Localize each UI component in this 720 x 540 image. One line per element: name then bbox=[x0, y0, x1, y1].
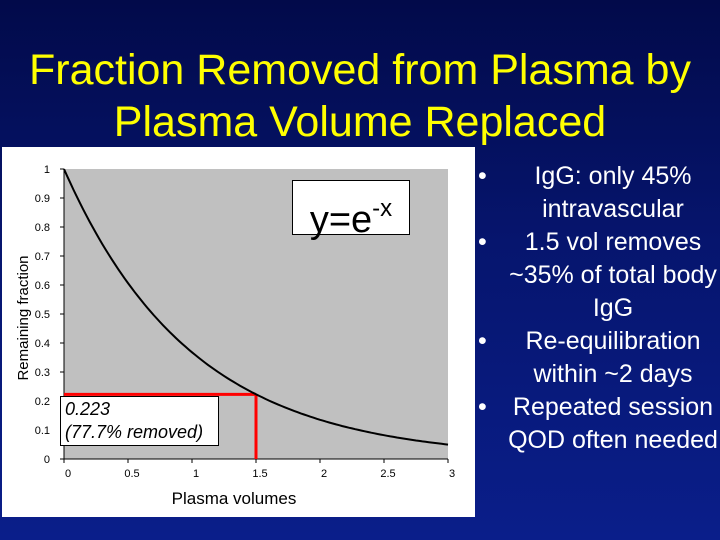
x-tick-label: 2 bbox=[321, 468, 327, 480]
title-line-2: Plasma Volume Replaced bbox=[113, 98, 607, 146]
x-tick-label: 1 bbox=[193, 468, 199, 480]
bullet-item: Re-equilibration within ~2 days bbox=[478, 325, 718, 391]
chart-panel: 0 0.1 0.2 0.3 0.4 0.5 0.6 0.7 0.8 0.9 1 0 0.5 1 1.5 2 2.… bbox=[2, 147, 475, 517]
slide-title: Fraction Removed from Plasma by Plasma V… bbox=[0, 44, 720, 148]
bullet-item: 1.5 vol removes ~35% of total body IgG bbox=[478, 226, 718, 325]
x-tick-label: 2.5 bbox=[380, 468, 395, 480]
x-axis-label: Plasma volumes bbox=[172, 489, 297, 508]
equation-exponent: -x bbox=[372, 195, 393, 222]
x-tick-label: 3 bbox=[449, 468, 455, 480]
annotation-box: 0.223 (77.7% removed) bbox=[60, 396, 219, 446]
annotation-value: 0.223 bbox=[65, 399, 111, 419]
bullet-item: IgG: only 45% intravascular bbox=[478, 160, 718, 226]
y-tick-label: 1 bbox=[44, 164, 50, 176]
equation-label: y=e-x bbox=[292, 180, 410, 241]
y-tick-label: 0.7 bbox=[35, 251, 50, 263]
annotation-percent: (77.7% removed) bbox=[65, 422, 204, 442]
y-tick-label: 0.5 bbox=[35, 309, 50, 321]
title-line-1: Fraction Removed from Plasma by bbox=[29, 46, 691, 94]
y-tick-label: 0 bbox=[44, 454, 50, 466]
x-tick-label: 1.5 bbox=[252, 468, 267, 480]
x-tick-label: 0.5 bbox=[124, 468, 139, 480]
y-axis-label: Remaining fraction bbox=[15, 255, 32, 380]
y-tick-label: 0.1 bbox=[35, 425, 50, 437]
y-tick-label: 0.8 bbox=[35, 222, 50, 234]
x-tick-label: 0 bbox=[65, 468, 71, 480]
y-tick-label: 0.4 bbox=[35, 338, 50, 350]
equation-base: y=e bbox=[309, 199, 373, 241]
bullet-item: Repeated session QOD often needed bbox=[478, 391, 718, 457]
y-tick-label: 0.6 bbox=[35, 280, 50, 292]
y-tick-label: 0.3 bbox=[35, 367, 50, 379]
y-tick-label: 0.2 bbox=[35, 396, 50, 408]
bullet-list: IgG: only 45% intravascular 1.5 vol remo… bbox=[478, 160, 718, 457]
y-tick-label: 0.9 bbox=[35, 193, 50, 205]
